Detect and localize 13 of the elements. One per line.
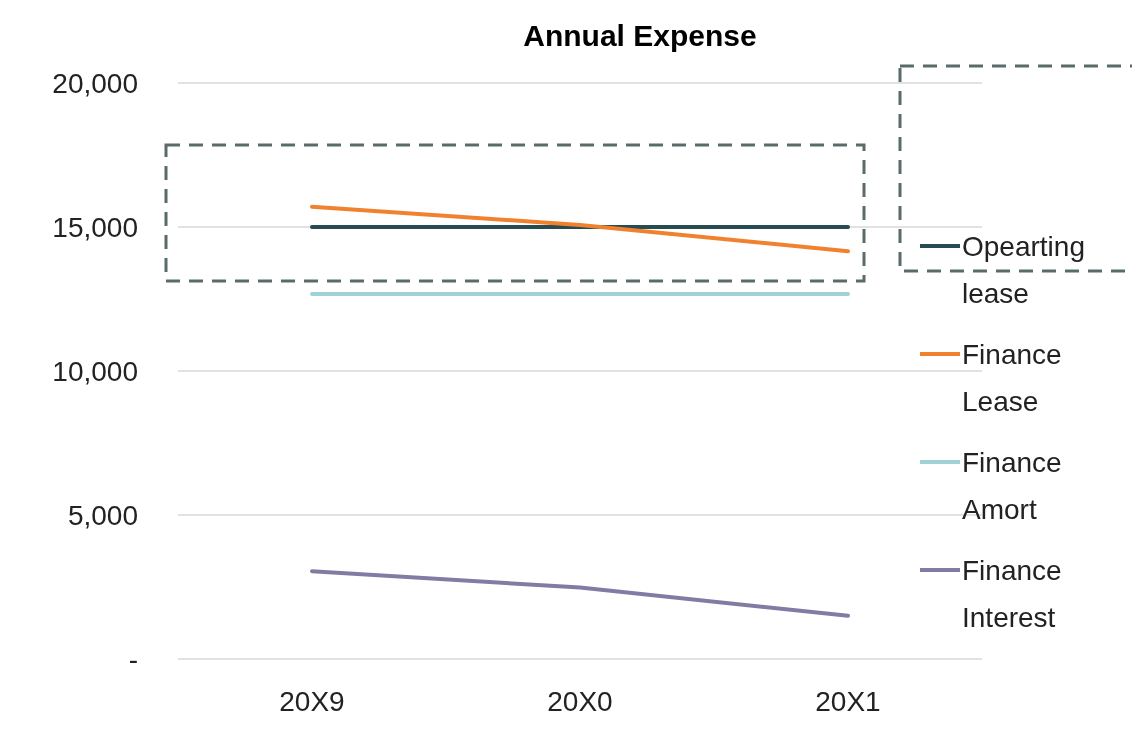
y-tick-label: 15,000 (52, 211, 138, 243)
legend-label: Opearting lease (962, 230, 1085, 310)
legend-label: Finance Amort (962, 446, 1062, 526)
legend-label: Finance Lease (962, 338, 1062, 418)
x-tick-label: 20X9 (279, 686, 345, 717)
y-tick-label: 20,000 (52, 67, 138, 99)
legend-label: Finance Interest (962, 554, 1062, 634)
y-tick-label: 5,000 (67, 499, 138, 531)
x-tick-label: 20X0 (547, 686, 613, 717)
chart-title: Annual Expense (523, 19, 757, 52)
y-tick-label: 10,000 (52, 355, 138, 387)
y-tick-label: - (128, 643, 138, 675)
x-tick-label: 20X1 (815, 686, 881, 717)
